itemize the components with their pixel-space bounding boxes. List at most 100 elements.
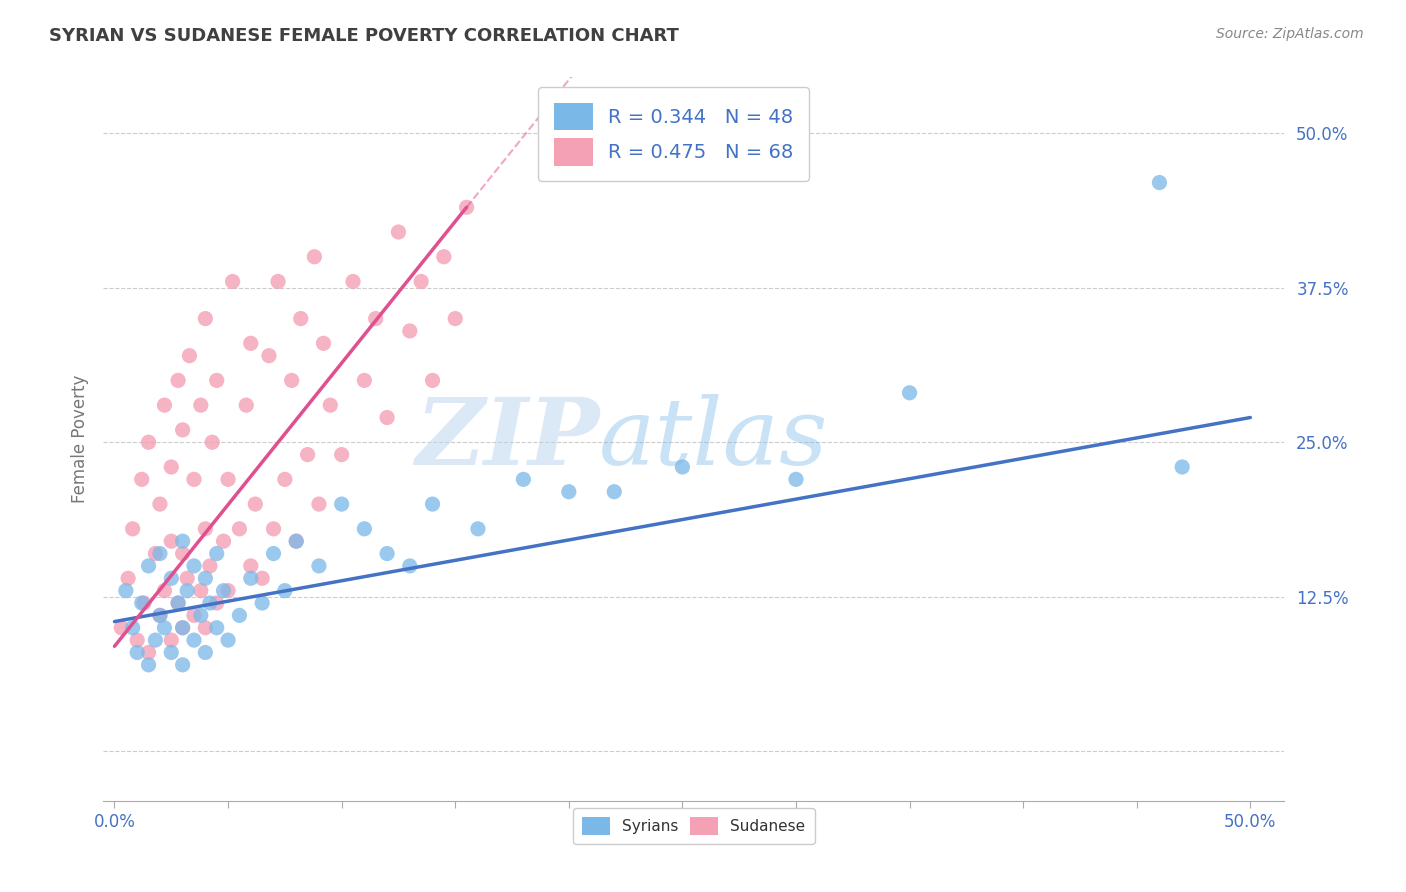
Point	[145, 547, 167, 561]
Point	[190, 608, 212, 623]
Point	[375, 410, 398, 425]
Point	[198, 558, 221, 573]
Point	[127, 633, 149, 648]
Point	[131, 596, 153, 610]
Point	[239, 558, 262, 573]
Point	[285, 534, 308, 549]
Point	[274, 472, 297, 486]
Point	[212, 534, 235, 549]
Point	[364, 311, 387, 326]
Point	[172, 547, 194, 561]
Point	[138, 558, 160, 573]
Point	[167, 596, 190, 610]
Point	[160, 645, 183, 659]
Point	[194, 621, 217, 635]
Point	[433, 250, 456, 264]
Point	[387, 225, 409, 239]
Point	[217, 633, 239, 648]
Point	[267, 275, 290, 289]
Text: ZIP: ZIP	[415, 394, 599, 484]
Point	[153, 621, 176, 635]
Point	[190, 583, 212, 598]
Point	[785, 472, 807, 486]
Point	[285, 534, 308, 549]
Point	[205, 547, 228, 561]
Point	[160, 534, 183, 549]
Point	[145, 633, 167, 648]
Point	[228, 522, 250, 536]
Point	[110, 621, 132, 635]
Point	[205, 596, 228, 610]
Point	[194, 571, 217, 585]
Point	[149, 608, 172, 623]
Point	[290, 311, 312, 326]
Point	[512, 472, 534, 486]
Point	[149, 497, 172, 511]
Point	[280, 373, 302, 387]
Text: Source: ZipAtlas.com: Source: ZipAtlas.com	[1216, 27, 1364, 41]
Point	[190, 398, 212, 412]
Point	[160, 633, 183, 648]
Point	[179, 349, 201, 363]
Legend: Syrians, Sudanese: Syrians, Sudanese	[574, 808, 814, 844]
Point	[304, 250, 326, 264]
Point	[138, 435, 160, 450]
Point	[235, 398, 257, 412]
Point	[198, 596, 221, 610]
Point	[132, 596, 155, 610]
Point	[467, 522, 489, 536]
Point	[172, 657, 194, 672]
Point	[172, 621, 194, 635]
Point	[149, 547, 172, 561]
Point	[1149, 176, 1171, 190]
Point	[121, 522, 143, 536]
Point	[263, 547, 285, 561]
Point	[558, 484, 581, 499]
Point	[353, 373, 375, 387]
Y-axis label: Female Poverty: Female Poverty	[72, 375, 89, 503]
Point	[172, 423, 194, 437]
Point	[245, 497, 267, 511]
Point	[603, 484, 626, 499]
Point	[239, 336, 262, 351]
Point	[319, 398, 342, 412]
Text: SYRIAN VS SUDANESE FEMALE POVERTY CORRELATION CHART: SYRIAN VS SUDANESE FEMALE POVERTY CORREL…	[49, 27, 679, 45]
Point	[194, 311, 217, 326]
Point	[183, 608, 205, 623]
Point	[330, 497, 353, 511]
Point	[149, 608, 172, 623]
Point	[153, 398, 176, 412]
Point	[263, 522, 285, 536]
Point	[194, 645, 217, 659]
Point	[176, 571, 198, 585]
Point	[205, 373, 228, 387]
Point	[411, 275, 433, 289]
Point	[131, 472, 153, 486]
Point	[117, 571, 139, 585]
Point	[201, 435, 224, 450]
Point	[138, 657, 160, 672]
Point	[194, 522, 217, 536]
Point	[212, 583, 235, 598]
Point	[422, 373, 444, 387]
Point	[671, 460, 693, 475]
Point	[274, 583, 297, 598]
Point	[183, 633, 205, 648]
Point	[250, 596, 273, 610]
Point	[160, 460, 183, 475]
Point	[205, 621, 228, 635]
Point	[167, 596, 190, 610]
Point	[898, 385, 921, 400]
Point	[330, 448, 353, 462]
Point	[217, 472, 239, 486]
Point	[308, 558, 330, 573]
Point	[127, 645, 149, 659]
Point	[308, 497, 330, 511]
Point	[217, 583, 239, 598]
Point	[176, 583, 198, 598]
Point	[398, 558, 420, 573]
Point	[353, 522, 375, 536]
Point	[121, 621, 143, 635]
Point	[456, 200, 478, 214]
Point	[172, 621, 194, 635]
